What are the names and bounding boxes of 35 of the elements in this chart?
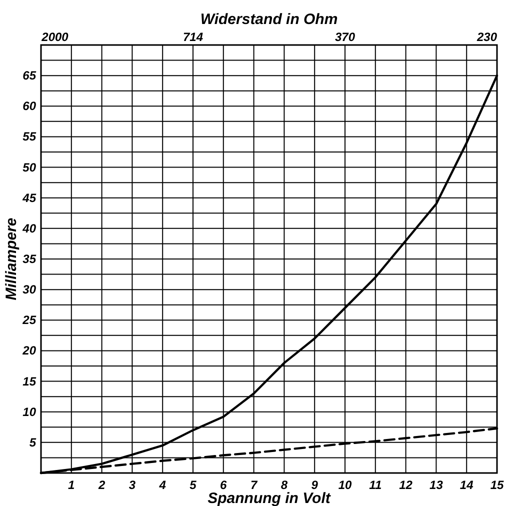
y-tick-label: 25 [22,313,36,328]
x-tick-label: 8 [280,478,288,492]
x-tick-label: 3 [128,478,136,492]
x-tick-label: 1 [68,478,76,492]
text: 714 [182,30,204,44]
y-tick-label: 15 [22,374,36,388]
y-tick-label: 35 [22,252,36,266]
y-tick-label: 20 [22,344,36,358]
y-tick-label: 30 [22,282,36,297]
x-tick-label: 10 [338,478,352,492]
x-tick-label: 9 [311,478,318,492]
text: 230 [476,30,498,44]
x-tick-label: 5 [190,478,197,492]
text: 370 [334,30,356,44]
x-tick-label: 4 [158,478,166,492]
y-tick-label: 40 [22,221,36,236]
y-tick-label: 50 [22,160,36,174]
x-tick-label: 14 [460,478,474,492]
text: 2000 [40,30,69,44]
y-tick-label: 55 [22,130,36,144]
x-tick-label: 13 [430,478,444,492]
x-tick-label: 6 [220,478,228,492]
x-tick-label: 15 [490,478,504,492]
x-tick-label: 2 [97,478,106,492]
y-axis-title: Milliampere [3,218,20,300]
y-tick-label: 5 [29,435,36,450]
x-tick-label: 12 [399,478,413,492]
y-tick-label: 10 [22,404,36,419]
y-tick-label: 45 [22,190,36,205]
y-tick-label: 60 [22,99,36,114]
x2-axis-title: Widerstand in Ohm [200,11,338,28]
y-tick-label: 65 [22,68,36,83]
x-axis-title: Spannung in Volt [208,490,332,506]
x-tick-label: 11 [369,478,382,492]
x-tick-label: 7 [250,478,258,492]
